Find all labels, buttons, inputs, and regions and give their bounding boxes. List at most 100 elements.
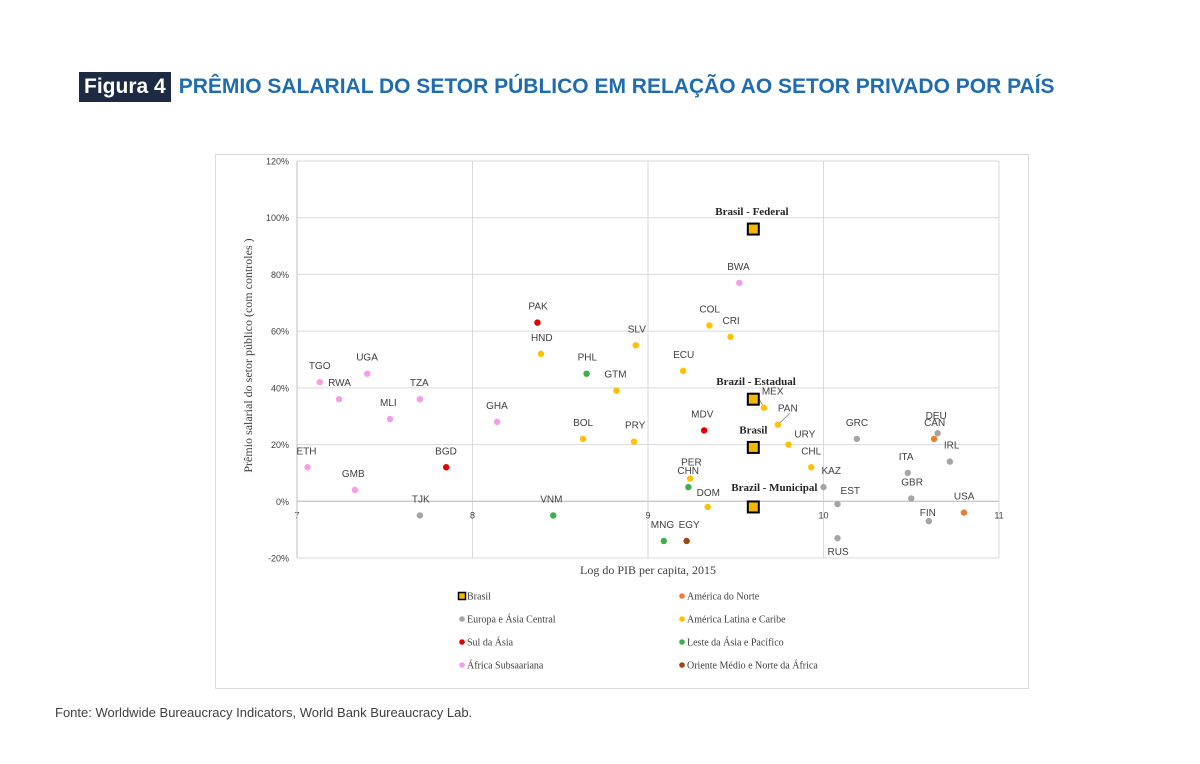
legend-marker [459,616,465,622]
figure-title: PRÊMIO SALARIAL DO SETOR PÚBLICO EM RELA… [174,73,1055,100]
data-point [853,435,861,443]
legend-marker [679,593,685,599]
point-label: BGD [435,446,457,457]
point-label: Brasil - Federal [715,206,788,218]
point-label: FIN [920,508,936,519]
point-label: TGO [309,361,331,372]
data-point [808,464,815,471]
x-tick-label: 10 [818,510,828,520]
point-label: MLI [380,398,397,409]
figure-label: Figura 4 [79,72,171,102]
scatter-chart: -20%0%20%40%60%80%100%120%7891011Log do … [241,157,1004,672]
chart-area: -20%0%20%40%60%80%100%120%7891011Log do … [215,154,1029,689]
data-point [960,509,968,516]
point-label: CRI [722,316,739,327]
data-point [925,517,932,525]
data-point [820,483,827,491]
data-point [583,370,590,377]
point-label: EST [841,486,860,497]
point-label: EGY [679,520,700,531]
legend-label: África Subsaariana [467,660,544,672]
legend-marker [679,662,685,668]
point-label: ECU [673,350,694,361]
legend-marker [679,639,685,645]
y-tick-label: -20% [268,554,289,564]
point-label: PRY [625,421,646,432]
legend-label: América Latina e Caribe [687,615,786,626]
legend-marker [679,616,685,622]
point-label: KAZ [822,466,841,477]
point-label: MDV [691,409,714,420]
data-point [335,396,343,403]
y-tick-label: 80% [271,270,289,280]
point-label: MEX [762,387,784,398]
point-label: CAN [924,418,945,429]
data-point [660,537,667,545]
point-label: GTM [604,370,626,381]
point-label: HND [531,333,553,344]
point-label: PAN [778,404,798,415]
data-point [364,370,371,377]
legend-marker [459,639,465,645]
point-label: GRC [846,418,868,429]
data-point [904,469,911,477]
point-label: BOL [573,418,593,429]
point-label: PAK [528,302,548,313]
data-point [834,534,841,542]
point-label: USA [954,492,975,503]
x-axis-title: Log do PIB per capita, 2015 [580,563,716,577]
point-label: PHL [578,353,598,364]
data-point [679,367,687,375]
data-point [686,475,694,482]
point-label: BWA [727,262,750,273]
point-label: UGA [356,353,378,364]
data-point [613,387,620,394]
point-label: ETH [297,446,317,457]
data-point [760,404,768,411]
y-axis-title: Prêmio salarial do setor público (com co… [241,238,255,472]
data-point [908,495,915,502]
data-point [934,430,941,437]
y-tick-label: 40% [271,383,289,393]
point-label: DEU [926,411,947,422]
data-point [736,279,743,287]
data-point [785,441,792,448]
y-tick-label: 0% [276,497,289,507]
data-point [704,503,711,511]
x-tick-label: 8 [470,510,475,520]
legend-label: América do Norte [687,592,760,603]
data-point [537,350,545,358]
data-point [442,464,450,471]
figure-title-text: PRÊMIO SALARIAL DO SETOR PÚBLICO EM RELA… [178,75,1055,98]
legend-label: Oriente Médio e Norte da África [687,660,818,672]
point-label: URY [794,430,815,441]
point-label: TJK [412,494,430,505]
point-label: COL [699,304,720,315]
data-point [834,500,841,508]
point-label: MNG [651,520,675,531]
data-point [700,427,708,434]
legend-label: Leste da Ásia e Pacífico [687,637,784,649]
point-label: CHN [677,466,699,477]
point-label: TZA [410,378,429,389]
brasil-marker [746,500,760,514]
point-label: VNM [540,494,562,505]
point-label: CHL [801,446,821,457]
point-label: IRL [944,441,960,452]
point-label: PER [681,458,702,469]
y-tick-label: 120% [266,157,289,167]
data-point [316,378,324,386]
data-point [416,396,424,403]
data-point [630,438,638,445]
legend-label: Brasil [467,592,491,603]
point-label: RUS [828,547,849,558]
data-point [416,512,424,519]
data-point [579,435,587,443]
y-tick-label: 100% [266,213,289,223]
x-tick-label: 11 [994,510,1003,520]
data-point [550,512,557,519]
x-tick-label: 9 [645,510,650,520]
data-point [351,486,359,494]
point-label: ITA [899,452,914,463]
data-point [774,421,782,428]
